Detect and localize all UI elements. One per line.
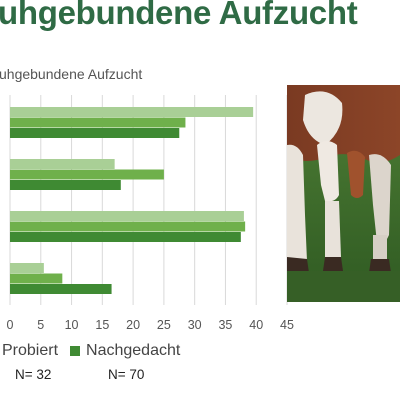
x-tick-label: 25 (157, 318, 171, 332)
bar-series-1-group-1 (10, 107, 254, 117)
chart-title: kuhgebundene Aufzucht (0, 66, 143, 82)
x-tick-label: 10 (65, 318, 79, 332)
bar-series-3-group-4 (10, 284, 112, 294)
x-tick-label: 30 (188, 318, 202, 332)
chart-legend: Probiert Nachgedacht (0, 342, 192, 360)
cow-legs-photo (287, 85, 400, 302)
bar-series-1-group-4 (10, 263, 44, 273)
sample-size-right: N= 70 (108, 367, 145, 382)
chart-bars (10, 107, 254, 294)
x-tick-label: 15 (95, 318, 109, 332)
bar-series-2-group-2 (10, 169, 164, 180)
legend-label-probiert: Probiert (2, 342, 59, 359)
sample-size-left: N= 32 (15, 367, 52, 382)
legend-item-probiert: Probiert (0, 342, 58, 360)
legend-swatch-nachgedacht (70, 346, 81, 356)
x-tick-label: 5 (37, 318, 44, 332)
bar-series-1-group-2 (10, 159, 115, 169)
bar-series-2-group-4 (10, 273, 63, 284)
legend-item-nachgedacht: Nachgedacht (70, 342, 180, 360)
bar-series-2-group-1 (10, 117, 186, 128)
bar-series-3-group-3 (10, 232, 241, 242)
x-tick-label: 35 (218, 318, 232, 332)
x-tick-label: 45 (280, 318, 294, 332)
bar-series-3-group-2 (10, 180, 121, 190)
bar-series-1-group-3 (10, 211, 244, 221)
bar-series-3-group-1 (10, 128, 180, 138)
x-tick-label: 0 (7, 318, 14, 332)
x-tick-label: 40 (249, 318, 263, 332)
slide-title: uhgebundene Aufzucht (0, 0, 358, 31)
legend-label-nachgedacht: Nachgedacht (86, 342, 181, 359)
x-tick-label: 20 (126, 318, 140, 332)
bar-series-2-group-3 (10, 221, 246, 232)
chart-x-tick-labels: 0 5 10 15 20 25 30 35 40 45 (7, 318, 294, 332)
